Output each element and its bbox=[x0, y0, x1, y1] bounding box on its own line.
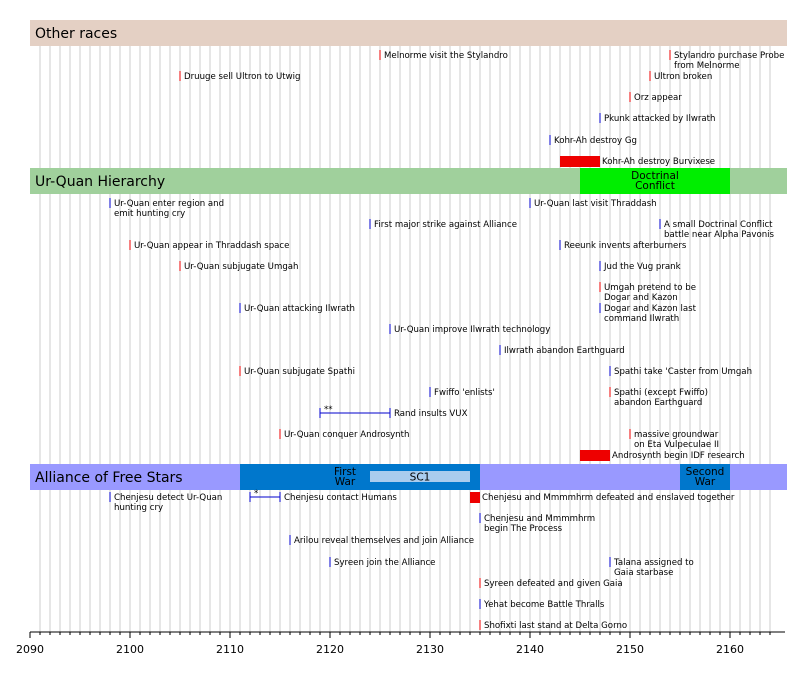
period-bar bbox=[580, 168, 730, 194]
event-mark: ** bbox=[324, 405, 333, 415]
tick-label: 2160 bbox=[716, 643, 744, 656]
period-label: Second bbox=[686, 466, 725, 478]
event-label: Arilou reveal themselves and join Allian… bbox=[294, 536, 474, 546]
event-label: battle near Alpha Pavonis bbox=[664, 230, 775, 240]
event-span-bar bbox=[580, 450, 610, 461]
event-label: Ultron broken bbox=[654, 72, 712, 82]
event-label: Pkunk attacked by Ilwrath bbox=[604, 114, 715, 124]
event-label: massive groundwar bbox=[634, 430, 719, 440]
section-title-alliance: Alliance of Free Stars bbox=[35, 470, 183, 486]
event-label: command Ilwrath bbox=[604, 314, 679, 324]
event-label: Syreen join the Alliance bbox=[334, 558, 435, 568]
event-label: Chenjesu and Mmmmhrm bbox=[484, 514, 595, 524]
event-label: Stylandro purchase Probe bbox=[674, 51, 784, 61]
event-label: Syreen defeated and given Gaia bbox=[484, 579, 623, 589]
event-label: Umgah pretend to be bbox=[604, 283, 696, 293]
event-label: abandon Earthguard bbox=[614, 398, 702, 408]
event-label: Reeunk invents afterburners bbox=[564, 241, 687, 251]
event-label: A small Doctrinal Conflict bbox=[664, 220, 773, 230]
event-label: Druuge sell Ultron to Utwig bbox=[184, 72, 301, 82]
event-label: Rand insults VUX bbox=[394, 409, 468, 419]
event-label: Ur-Quan enter region and bbox=[114, 199, 224, 209]
event-label: Ur-Quan attacking Ilwrath bbox=[244, 304, 355, 314]
event-label: Chenjesu and Mmmmhrm defeated and enslav… bbox=[482, 493, 735, 503]
event-label: Ur-Quan subjugate Spathi bbox=[244, 367, 355, 377]
event-label: on Eta Vulpeculae II bbox=[634, 440, 719, 450]
event-span-bar bbox=[560, 156, 600, 167]
tick-label: 2150 bbox=[616, 643, 644, 656]
event-mark: * bbox=[254, 489, 259, 499]
x-axis: 2090 2100 2110 2120 2130 2140 2150 2160 bbox=[16, 631, 785, 656]
event-label: Orz appear bbox=[634, 93, 682, 103]
event-label: Chenjesu contact Humans bbox=[284, 493, 397, 503]
period-label: Doctrinal bbox=[631, 170, 679, 182]
period-bar bbox=[680, 464, 730, 490]
event-label: Fwiffo 'enlists' bbox=[434, 388, 495, 398]
event-label: Melnorme visit the Stylandro bbox=[384, 51, 508, 61]
period-label: First bbox=[334, 466, 356, 478]
gridlines bbox=[39, 20, 771, 632]
tick-label: 2110 bbox=[216, 643, 244, 656]
event-label: Ur-Quan improve Ilwrath technology bbox=[394, 325, 550, 335]
event-label: Ur-Quan subjugate Umgah bbox=[184, 262, 299, 272]
section-bands: Other races Ur-Quan Hierarchy Alliance of … bbox=[30, 20, 787, 490]
tick-label: 2120 bbox=[316, 643, 344, 656]
section-title-other: Other races bbox=[35, 26, 117, 42]
section-band-other bbox=[30, 20, 787, 46]
event-label: Talana assigned to bbox=[613, 558, 694, 568]
event-label: emit hunting cry bbox=[114, 209, 185, 219]
event-label: Gaia starbase bbox=[614, 568, 673, 578]
event-label: hunting cry bbox=[114, 503, 163, 513]
period-label: SC1 bbox=[410, 472, 431, 484]
event-label: Spathi (except Fwiffo) bbox=[614, 388, 708, 398]
event-label: Yehat become Battle Thralls bbox=[483, 600, 605, 610]
event-label: Ur-Quan conquer Androsynth bbox=[284, 430, 409, 440]
event-label: First major strike against Alliance bbox=[374, 220, 517, 230]
event-label: Kohr-Ah destroy Burvixese bbox=[602, 157, 715, 167]
event-label: Kohr-Ah destroy Gg bbox=[554, 136, 637, 146]
tick-label: 2090 bbox=[16, 643, 44, 656]
event-label: Ilwrath abandon Earthguard bbox=[504, 346, 625, 356]
tick-label: 2100 bbox=[116, 643, 144, 656]
event-label: begin The Process bbox=[484, 524, 563, 534]
tick-label: 2130 bbox=[416, 643, 444, 656]
period-bar bbox=[370, 471, 470, 482]
event-label: Spathi take 'Caster from Umgah bbox=[614, 367, 752, 377]
tick-label: 2140 bbox=[516, 643, 544, 656]
event-label: Ur-Quan last visit Thraddash bbox=[534, 199, 657, 209]
event-label: Dogar and Kazon last bbox=[604, 304, 697, 314]
period-label: Conflict bbox=[635, 180, 675, 192]
event-label: Androsynth begin IDF research bbox=[612, 451, 745, 461]
event-markers: Melnorme visit the Stylandro Stylandro pu… bbox=[109, 50, 784, 631]
period-label: War bbox=[335, 476, 356, 488]
event-label: Chenjesu detect Ur-Quan bbox=[114, 493, 222, 503]
event-label: Dogar and Kazon bbox=[604, 293, 678, 303]
period-label: War bbox=[695, 476, 716, 488]
event-span-bar bbox=[470, 492, 480, 503]
section-title-urquan: Ur-Quan Hierarchy bbox=[35, 174, 165, 190]
event-label: Jud the Vug prank bbox=[603, 262, 681, 272]
event-label: Ur-Quan appear in Thraddash space bbox=[134, 241, 289, 251]
event-label: Shofixti last stand at Delta Gorno bbox=[484, 621, 627, 631]
event-label: from Melnorme bbox=[674, 61, 740, 71]
